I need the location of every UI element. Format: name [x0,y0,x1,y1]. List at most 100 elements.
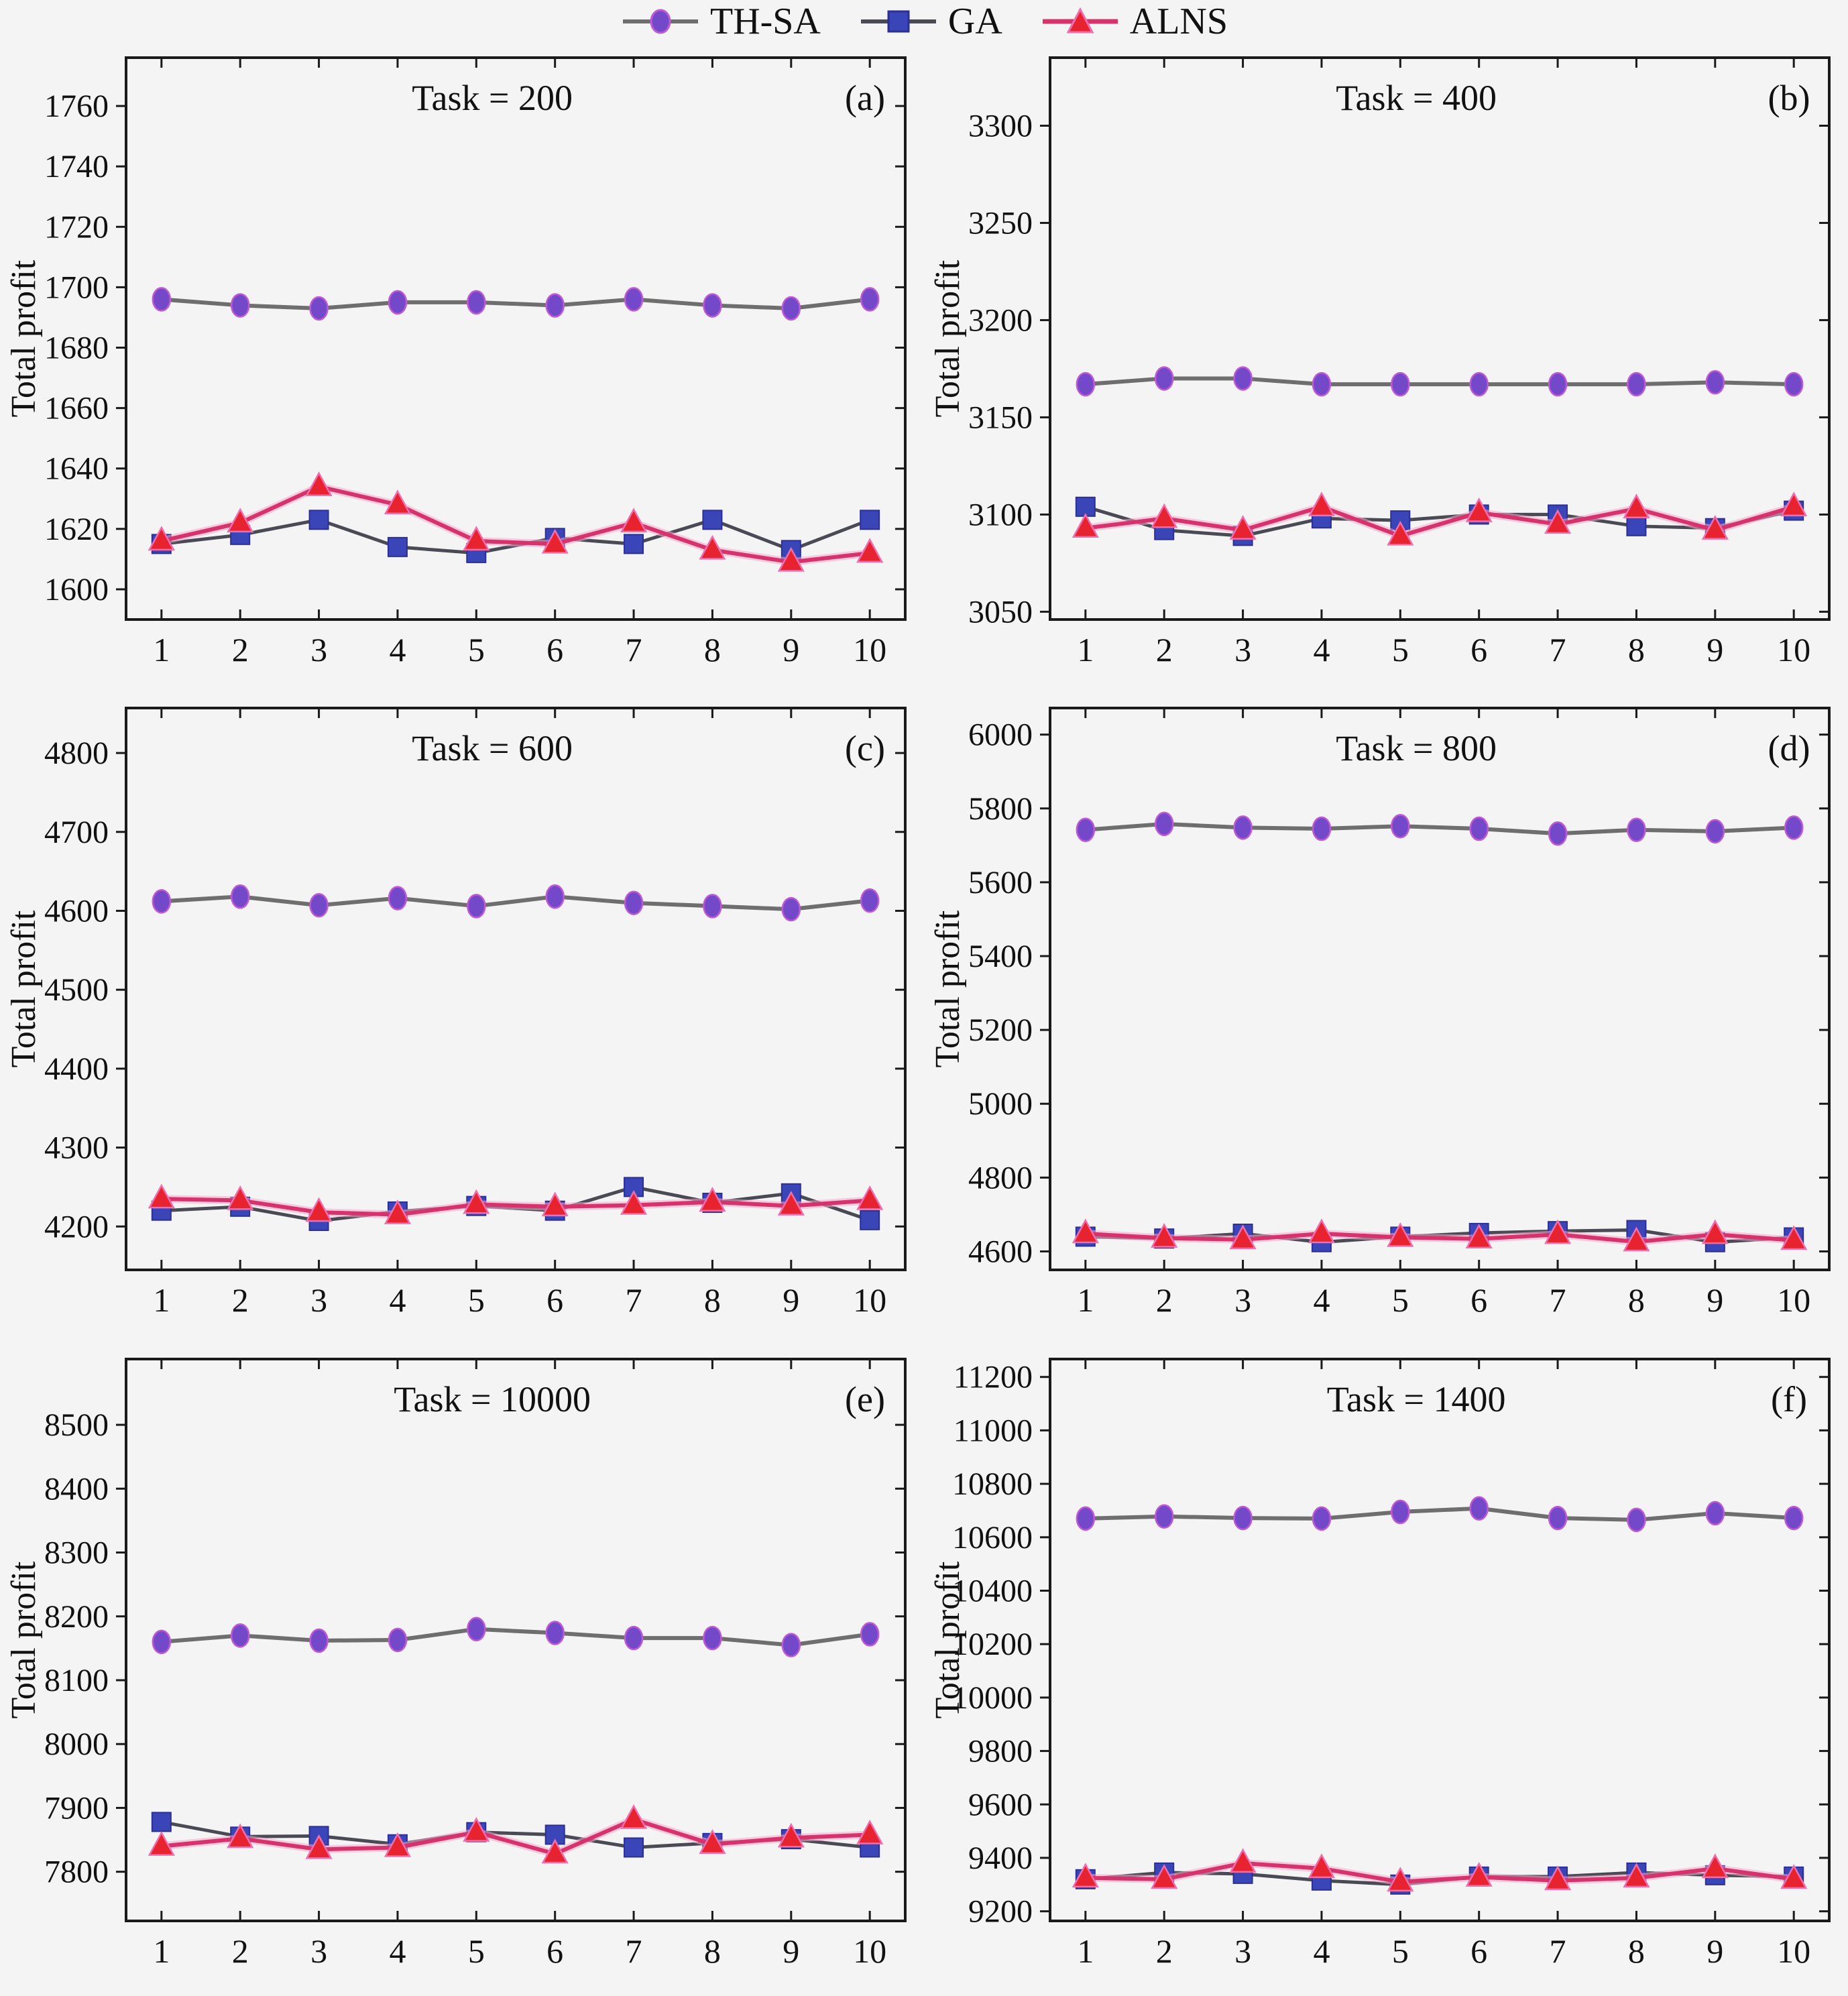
panel-letter: (b) [1768,78,1810,118]
marker-triangle-ALNS [1465,497,1493,522]
marker-circle-TH-SA [309,296,329,321]
marker-triangle-ALNS [1623,1226,1650,1252]
legend-item-ga: GA [858,3,1002,40]
marker-triangle-ALNS [1544,509,1572,534]
y-tick-label: 8200 [44,1598,109,1634]
y-tick-label: 5600 [968,865,1033,900]
marker-square-GA [624,534,644,554]
y-tick-label: 5000 [968,1087,1033,1122]
y-axis-label: Total profit [929,1561,967,1718]
series-line-ALNS [1085,1861,1794,1884]
marker-circle-TH-SA [230,884,250,909]
marker-triangle-ALNS [1701,515,1729,540]
marker-circle-TH-SA [624,1625,644,1651]
marker-circle-TH-SA [1154,1504,1174,1529]
x-tick-label: 8 [1628,631,1645,668]
y-tick-label: 7900 [44,1790,109,1826]
series-line-ALNS [161,484,870,565]
plot-frame [1049,56,1831,621]
chart-svg: 1600 1620 1640 1660 1680 1700 1720 1740 1760 1 2 3 4… [5,56,907,668]
series-line-TH-SA [161,894,870,912]
x-tick-label: 8 [704,1281,721,1319]
x-tick-label: 4 [1313,631,1330,668]
marker-circle-TH-SA [1076,371,1096,397]
marker-circle-TH-SA [1548,371,1568,397]
marker-circle-TH-SA [545,293,565,318]
y-tick-label: 1680 [44,331,109,366]
marker-triangle-ALNS [1465,1224,1493,1249]
y-tick-label: 10000 [952,1680,1033,1716]
x-tick-label: 10 [1777,1932,1810,1970]
y-tick-label: 1740 [44,149,109,184]
series-line-GA [1085,505,1794,538]
series-line-ALNS [161,1817,870,1856]
marker-circle-TH-SA [781,296,801,321]
marker-square-GA [702,510,723,530]
x-tick-label: 7 [1550,1281,1566,1319]
marker-circle-TH-SA [781,1633,801,1657]
marker-circle-TH-SA [1705,369,1725,395]
marker-triangle-ALNS [227,1823,254,1848]
series-line-TH-SA [1085,1506,1794,1522]
y-tick-label: 9200 [968,1893,1033,1929]
y-tick-label: 4500 [44,973,109,1008]
marker-circle-TH-SA [1312,1506,1332,1531]
panel-title: Task = 1400 [1327,1379,1506,1419]
y-tick-label: 9800 [968,1733,1033,1769]
x-tick-label: 9 [783,631,799,668]
marker-triangle-ALNS [856,1819,884,1844]
marker-triangle-ALNS [1072,1218,1099,1244]
y-tick-label: 10600 [952,1519,1033,1555]
x-tick-label: 2 [232,1932,249,1970]
marker-circle-TH-SA [309,1628,329,1653]
x-tick-label: 2 [232,1281,249,1319]
marker-circle-TH-SA [230,1623,250,1648]
marker-triangle-ALNS [620,1190,648,1216]
x-tick-label: 4 [389,1932,406,1970]
marker-circle-TH-SA [1154,366,1174,391]
marker-triangle-ALNS [463,526,490,551]
marker-circle-TH-SA [860,1621,880,1647]
marker-circle-TH-SA [1548,1505,1568,1531]
marker-triangle-ALNS [1544,1865,1572,1890]
x-tick-label: 6 [1470,1281,1487,1319]
marker-circle-TH-SA [703,293,722,318]
marker-triangle-ALNS [148,1183,175,1209]
x-tick-label: 9 [1707,631,1723,668]
marker-triangle-ALNS [1465,1861,1493,1887]
y-tick-label: 4700 [44,815,109,850]
panel-letter: (d) [1768,728,1810,768]
x-tick-label: 3 [310,1281,327,1319]
y-axis-label: Total profit [5,259,43,417]
panel-title: Task = 200 [412,78,573,118]
marker-triangle-ALNS [1780,1225,1808,1250]
marker-triangle-ALNS [384,1199,412,1225]
marker-circle-TH-SA [152,287,172,312]
series-line-ALNS [1085,504,1795,538]
x-tick-label: 10 [853,631,886,668]
marker-square-GA [860,510,880,530]
marker-triangle-ALNS [1151,1863,1178,1889]
y-tick-label: 9400 [968,1840,1033,1876]
y-tick-label: 7800 [44,1854,109,1889]
alns-line-triangle-icon [1042,7,1118,34]
y-tick-label: 8000 [44,1726,109,1762]
y-tick-label: 3200 [968,302,1033,338]
y-tick-label: 10800 [952,1466,1033,1502]
series-line-ALNS [1085,1232,1794,1244]
x-tick-label: 5 [1392,1281,1409,1319]
y-tick-label: 3300 [968,108,1033,143]
marker-circle-TH-SA [1627,1507,1646,1532]
panel-title: Task = 800 [1336,728,1497,768]
x-tick-label: 1 [153,631,170,668]
marker-triangle-ALNS [777,1191,805,1216]
marker-circle-TH-SA [1391,1499,1410,1524]
x-tick-label: 3 [1234,631,1251,668]
marker-triangle-ALNS [1387,520,1414,546]
y-tick-label: 4600 [44,894,109,929]
series-line-TH-SA [1085,376,1794,387]
marker-triangle-ALNS [1544,1219,1572,1244]
x-tick-label: 10 [853,1281,886,1319]
y-tick-label: 4300 [44,1130,109,1166]
marker-circle-TH-SA [1391,814,1410,839]
